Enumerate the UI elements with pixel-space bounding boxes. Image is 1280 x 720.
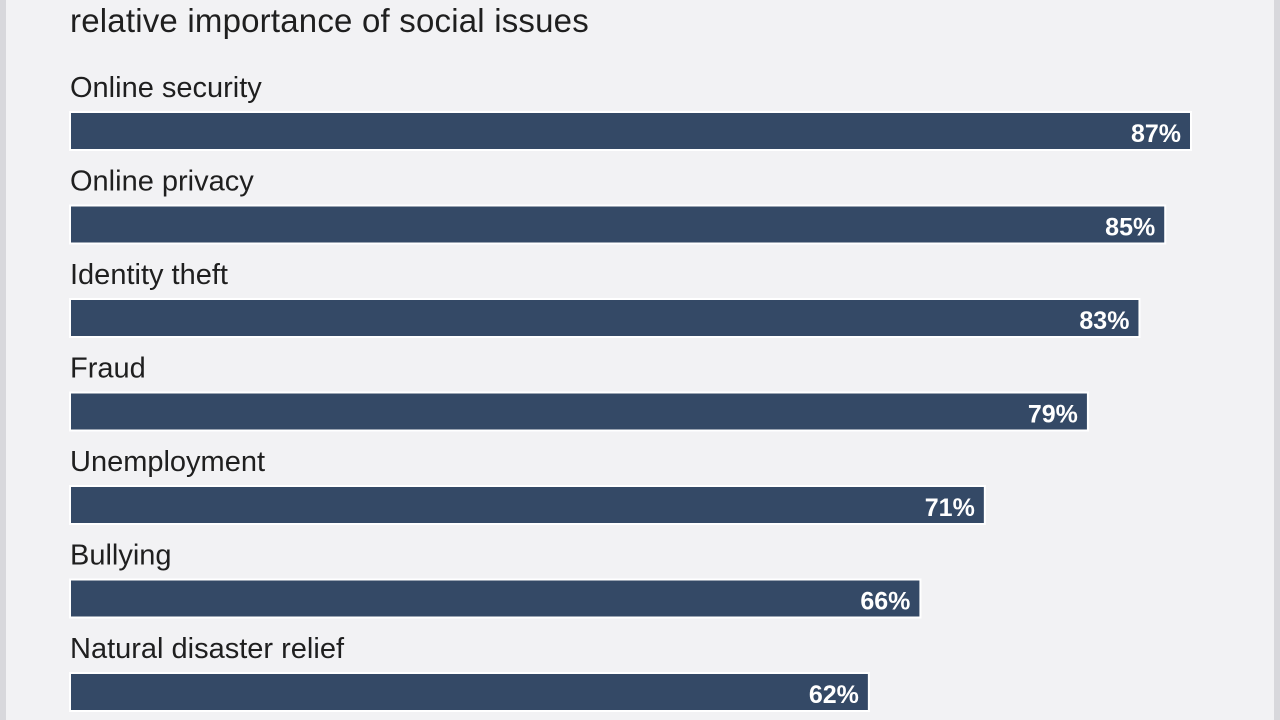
- category-label: Bullying: [70, 540, 172, 572]
- bar: [69, 672, 870, 712]
- category-label: Fraud: [70, 353, 146, 385]
- value-label: 71%: [925, 494, 975, 522]
- category-label: Online privacy: [70, 166, 254, 198]
- bar: [69, 111, 1192, 151]
- category-label: Unemployment: [70, 446, 265, 478]
- category-label: Online security: [70, 72, 262, 104]
- value-label: 62%: [809, 681, 859, 709]
- bar: [69, 204, 1167, 245]
- value-label: 85%: [1105, 214, 1155, 242]
- bar: [69, 391, 1089, 432]
- category-label: Identity theft: [70, 259, 228, 291]
- chart-title: relative importance of social issues: [70, 2, 589, 39]
- bar: [69, 578, 922, 619]
- value-label: 83%: [1079, 307, 1129, 335]
- bar: [69, 298, 1141, 338]
- value-label: 79%: [1028, 401, 1078, 429]
- value-label: 87%: [1131, 120, 1181, 148]
- bar: [69, 485, 986, 525]
- value-label: 66%: [860, 588, 910, 616]
- category-label: Natural disaster relief: [70, 633, 345, 665]
- bar-chart: Online security 87% Online privacy 85% Ident…: [69, 72, 1192, 712]
